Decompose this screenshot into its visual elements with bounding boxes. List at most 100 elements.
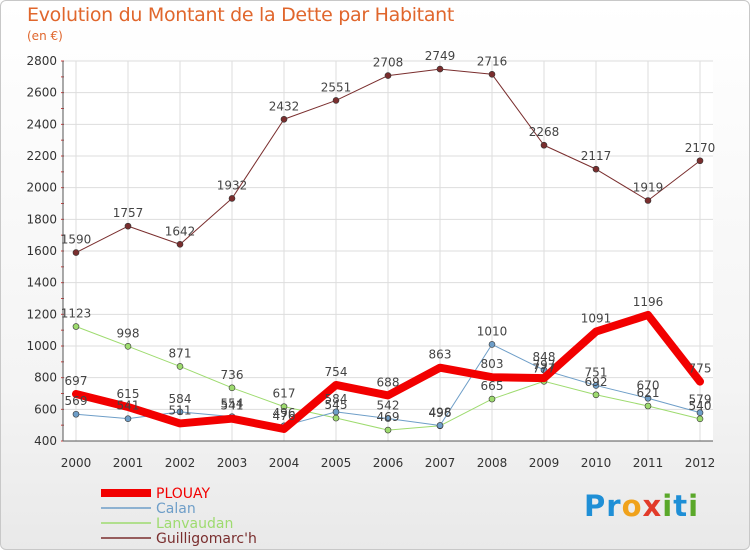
x-tick-label: 2006	[373, 456, 404, 470]
data-point	[436, 422, 444, 429]
data-point	[488, 71, 496, 78]
data-point	[696, 409, 704, 416]
x-tick-label: 2010	[581, 456, 612, 470]
x-tick-label: 2003	[217, 456, 248, 470]
data-label: 871	[169, 346, 192, 360]
y-tick-label: 2400	[26, 117, 57, 131]
chart-title: Evolution du Montant de la Dette par Hab…	[27, 4, 455, 26]
data-label: 797	[533, 358, 556, 372]
data-point	[332, 414, 340, 422]
data-label: 1590	[61, 233, 92, 247]
proxiti-logo: Proxiti	[584, 489, 699, 523]
x-tick-label: 2000	[61, 456, 92, 470]
y-tick-label: 600	[34, 402, 57, 416]
data-point	[332, 408, 340, 416]
logo-letter: i	[688, 489, 700, 523]
y-tick-label: 1600	[26, 244, 57, 258]
logo-letter: r	[606, 489, 622, 523]
logo-letter: o	[621, 489, 643, 523]
legend-label: Calan	[156, 501, 196, 517]
data-label: 569	[65, 394, 88, 408]
data-label: 545	[325, 398, 348, 412]
data-label: 692	[585, 375, 608, 389]
data-label: 1932	[217, 178, 248, 192]
data-label: 496	[429, 406, 452, 420]
data-label: 863	[429, 348, 452, 362]
logo-letter: P	[584, 489, 607, 523]
data-point	[384, 415, 392, 422]
x-tick-label: 2005	[321, 456, 352, 470]
y-tick-label: 1000	[26, 339, 57, 353]
data-label: 1123	[61, 307, 92, 321]
data-label: 476	[273, 409, 296, 423]
data-label: 2749	[425, 49, 456, 63]
data-label: 579	[689, 393, 712, 407]
data-point	[540, 141, 548, 149]
data-point	[644, 394, 652, 402]
data-label: 469	[377, 410, 400, 424]
legend-label: PLOUAY	[156, 486, 211, 502]
data-label: 2432	[269, 99, 300, 113]
x-tick-label: 2009	[529, 456, 560, 470]
legend-label: Lanvaudan	[156, 516, 233, 532]
data-label: 688	[377, 375, 400, 389]
data-label: 1196	[633, 295, 664, 309]
data-label: 617	[273, 387, 296, 401]
data-point	[176, 408, 184, 416]
data-label: 540	[689, 399, 712, 413]
data-label: 584	[169, 392, 192, 406]
y-tick-label: 2800	[26, 54, 57, 68]
data-label: 1642	[165, 224, 196, 238]
data-point	[228, 195, 236, 202]
data-point	[332, 97, 340, 104]
data-point	[176, 241, 184, 248]
data-point	[592, 391, 600, 399]
y-tick-label: 1800	[26, 212, 57, 226]
data-label: 1010	[477, 324, 508, 338]
chart-unit: (en €)	[27, 29, 63, 43]
data-label: 998	[117, 326, 140, 340]
data-point	[696, 415, 704, 423]
data-label: 511	[169, 403, 192, 417]
data-point	[384, 72, 392, 79]
data-label: 1757	[113, 206, 144, 220]
data-point	[592, 382, 600, 389]
data-point	[280, 403, 288, 410]
series-line	[72, 310, 704, 433]
data-label: 1919	[633, 180, 664, 194]
data-label: 615	[117, 387, 140, 401]
y-tick-label: 1200	[26, 307, 57, 321]
data-point	[488, 395, 496, 403]
data-label: 697	[65, 374, 88, 388]
y-tick-label: 2200	[26, 149, 57, 163]
data-point	[592, 165, 600, 173]
data-label: 777	[533, 361, 556, 375]
data-point	[644, 197, 652, 204]
data-label: 736	[221, 368, 244, 382]
data-label: 584	[325, 392, 348, 406]
data-label: 542	[377, 399, 400, 413]
data-point	[72, 249, 80, 256]
data-label: 2117	[581, 149, 612, 163]
x-tick-label: 2004	[269, 456, 300, 470]
data-point	[124, 222, 132, 230]
data-point	[488, 341, 496, 348]
data-label: 803	[481, 357, 504, 371]
data-label: 621	[637, 386, 660, 400]
data-label: 775	[689, 362, 712, 376]
data-label: 2268	[529, 125, 560, 139]
data-point	[228, 384, 236, 392]
data-label: 554	[221, 397, 244, 411]
data-label: 2708	[373, 56, 404, 70]
x-tick-label: 2008	[477, 456, 508, 470]
legend-label: Guilligomarc'h	[156, 531, 257, 547]
y-tick-label: 2600	[26, 86, 57, 100]
data-label: 2716	[477, 54, 508, 68]
data-point	[124, 343, 132, 350]
data-point	[384, 426, 392, 434]
data-label: 670	[637, 378, 660, 392]
x-tick-label: 2011	[633, 456, 664, 470]
data-label: 2551	[321, 80, 352, 94]
